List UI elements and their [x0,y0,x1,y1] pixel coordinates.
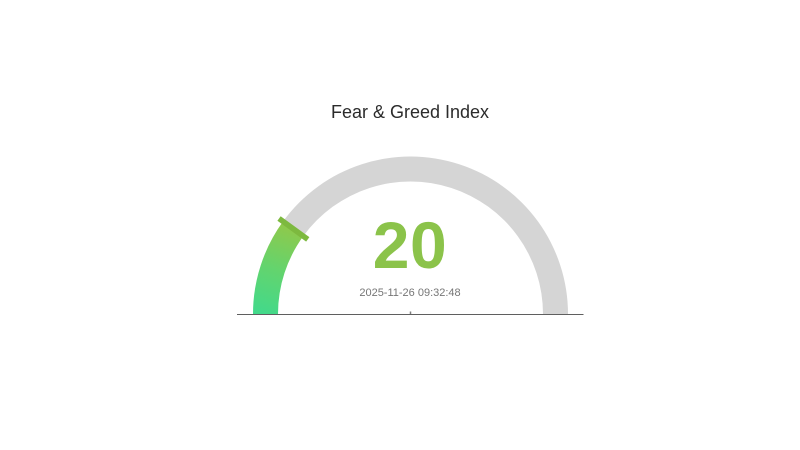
gauge-progress-arc [253,221,304,314]
gauge-value: 20 [372,208,448,282]
gauge-pointer-tick [277,216,310,242]
gauge-timestamp: 2025-11-26 09:32:48 [359,287,461,299]
chart-title: Fear & Greed Index [330,102,490,122]
gauge-track-arc [283,156,568,314]
